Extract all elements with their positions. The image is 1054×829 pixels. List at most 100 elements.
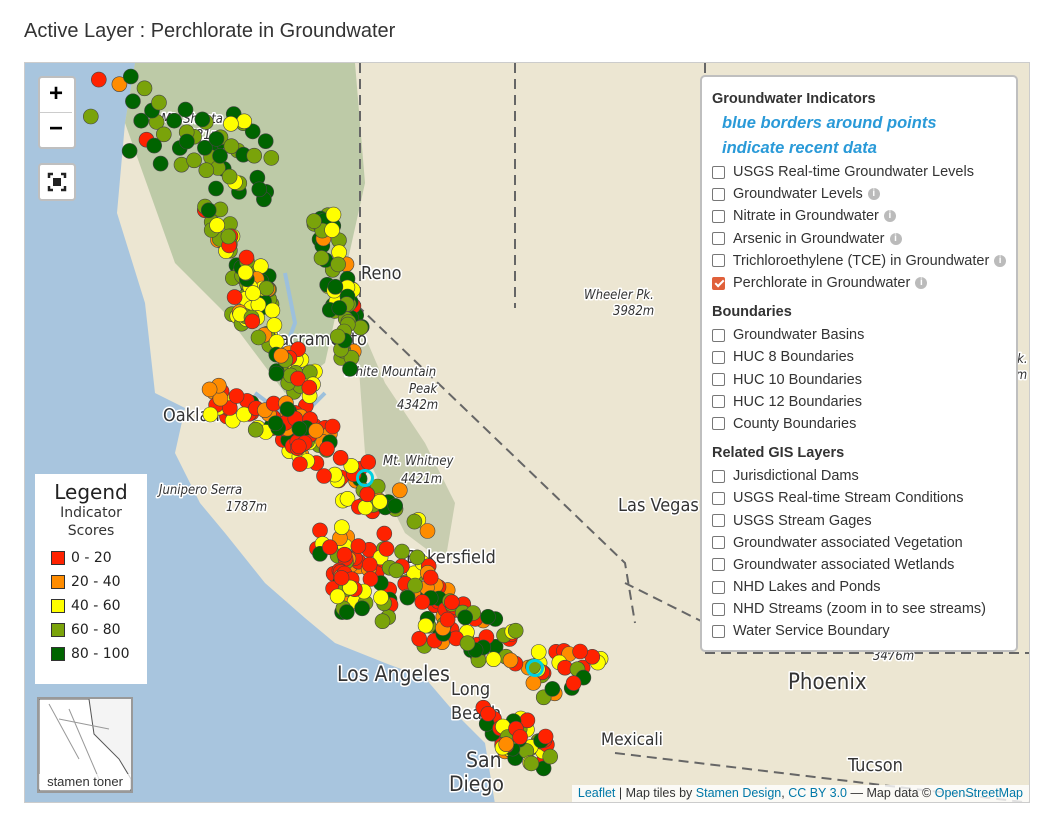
layer-item[interactable]: USGS Real-time Stream Conditions (712, 487, 1006, 509)
info-icon[interactable]: i (994, 254, 1006, 267)
sample-point (267, 415, 284, 432)
checkbox[interactable] (712, 491, 725, 505)
checkbox[interactable] (712, 350, 725, 364)
checkbox[interactable] (712, 469, 725, 483)
recent-data-note: blue borders around points (722, 114, 937, 132)
checkbox[interactable] (712, 624, 725, 638)
layer-item[interactable]: Water Service Boundary (712, 620, 1006, 642)
layer-item[interactable]: Nitrate in Groundwater i (712, 205, 1006, 227)
sample-point (121, 143, 138, 159)
sample-point (257, 133, 274, 149)
link[interactable]: OpenStreetMap (934, 786, 1023, 800)
sample-point (342, 361, 358, 377)
layer-item[interactable]: NHD Streams (zoom in to see streams) (712, 598, 1006, 620)
sample-point (525, 675, 542, 691)
sample-point (530, 644, 547, 660)
layer-item[interactable]: USGS Stream Gages (712, 509, 1006, 531)
fullscreen-button[interactable] (38, 163, 76, 201)
link[interactable]: Leaflet (577, 786, 616, 800)
checkbox[interactable] (712, 165, 725, 179)
checkbox[interactable] (712, 209, 725, 223)
map-label: Junipero Serra (157, 483, 242, 498)
minimap-label: stamen toner (39, 774, 131, 789)
checkbox[interactable] (712, 373, 725, 387)
map-label: Diego (449, 772, 504, 796)
link[interactable]: Stamen Design (695, 786, 782, 800)
checkbox[interactable] (712, 602, 725, 616)
basemap-switcher[interactable]: stamen toner (37, 697, 133, 793)
sample-point (406, 513, 423, 530)
sample-point (391, 482, 408, 499)
info-icon[interactable]: i (867, 188, 880, 201)
sample-point (388, 562, 405, 579)
info-icon[interactable]: i (883, 210, 896, 223)
layer-label: Perchlorate in Groundwater (733, 275, 911, 292)
sample-point (212, 148, 228, 164)
sample-point (209, 217, 225, 233)
layer-item[interactable]: Trichloroethylene (TCE) in Groundwater i (712, 250, 1006, 272)
checkbox[interactable] (712, 417, 725, 431)
layer-item[interactable]: Groundwater Levels i (712, 183, 1006, 205)
sample-point (565, 675, 582, 692)
checkbox[interactable] (712, 276, 725, 290)
legend-item: 80 - 100 (35, 642, 147, 666)
zoom-in[interactable]: + (40, 78, 72, 113)
sample-point (443, 594, 460, 611)
checkbox[interactable] (712, 232, 725, 246)
map[interactable]: Mt. Shasta4321mRenoWheeler Pk.3982mWhite… (24, 62, 1030, 803)
layer-item[interactable]: Groundwater associated Vegetation (712, 532, 1006, 554)
sample-point (245, 285, 261, 301)
sample-point (350, 538, 367, 554)
checkbox[interactable] (712, 254, 725, 268)
sample-point (417, 617, 434, 634)
layer-item[interactable]: Jurisdictional Dams (712, 465, 1006, 487)
layer-item[interactable]: HUC 10 Boundaries (712, 369, 1006, 391)
layer-item[interactable]: USGS Real-time Groundwater Levels (712, 161, 1006, 183)
info-icon[interactable]: i (915, 277, 928, 290)
sample-point (327, 279, 344, 295)
checkbox[interactable] (712, 580, 725, 594)
layer-item[interactable]: Groundwater Basins (712, 324, 1006, 346)
sample-point (251, 181, 268, 198)
text: , (781, 786, 789, 800)
checkbox[interactable] (712, 514, 725, 528)
sample-point (312, 522, 328, 539)
layer-item[interactable]: NHD Lakes and Ponds (712, 576, 1006, 598)
text: | Map tiles by (615, 786, 696, 800)
info-icon[interactable]: i (889, 232, 902, 245)
layer-item[interactable]: County Boundaries (712, 413, 1006, 435)
zoom-out[interactable]: − (48, 115, 63, 142)
sample-point (414, 594, 431, 610)
sample-point (459, 635, 476, 652)
sample-point (177, 101, 194, 118)
sample-point (422, 569, 439, 586)
layer-item[interactable]: Perchlorate in Groundwater i (712, 272, 1006, 294)
checkbox[interactable] (712, 328, 725, 342)
map-label: Wheeler Pk. (584, 288, 654, 303)
sample-point (319, 440, 335, 457)
sample-point (378, 541, 395, 557)
checkbox[interactable] (712, 395, 725, 409)
layer-label: USGS Real-time Groundwater Levels (733, 164, 974, 181)
layer-item[interactable]: HUC 8 Boundaries (712, 346, 1006, 368)
layer-item[interactable]: Arsenic in Groundwater i (712, 228, 1006, 250)
checkbox[interactable] (712, 187, 725, 201)
sample-point (339, 490, 356, 507)
sample-point (244, 123, 261, 140)
sample-point (197, 140, 213, 156)
sample-point (179, 133, 195, 150)
map-label: 4342m (397, 398, 438, 413)
checkbox[interactable] (712, 536, 725, 550)
layer-item[interactable]: HUC 12 Boundaries (712, 391, 1006, 413)
sample-point (301, 379, 318, 396)
map-label: Las Vegas (618, 495, 699, 516)
sample-point (411, 630, 428, 647)
sample-point (352, 319, 369, 336)
checkbox[interactable] (712, 558, 725, 572)
layer-item[interactable]: Groundwater associated Wetlands (712, 554, 1006, 576)
sample-point (238, 249, 255, 266)
legend-subtitle: Scores (67, 523, 115, 539)
link[interactable]: CC BY 3.0 (788, 786, 848, 800)
sample-point (336, 546, 353, 563)
sample-point (263, 150, 280, 166)
